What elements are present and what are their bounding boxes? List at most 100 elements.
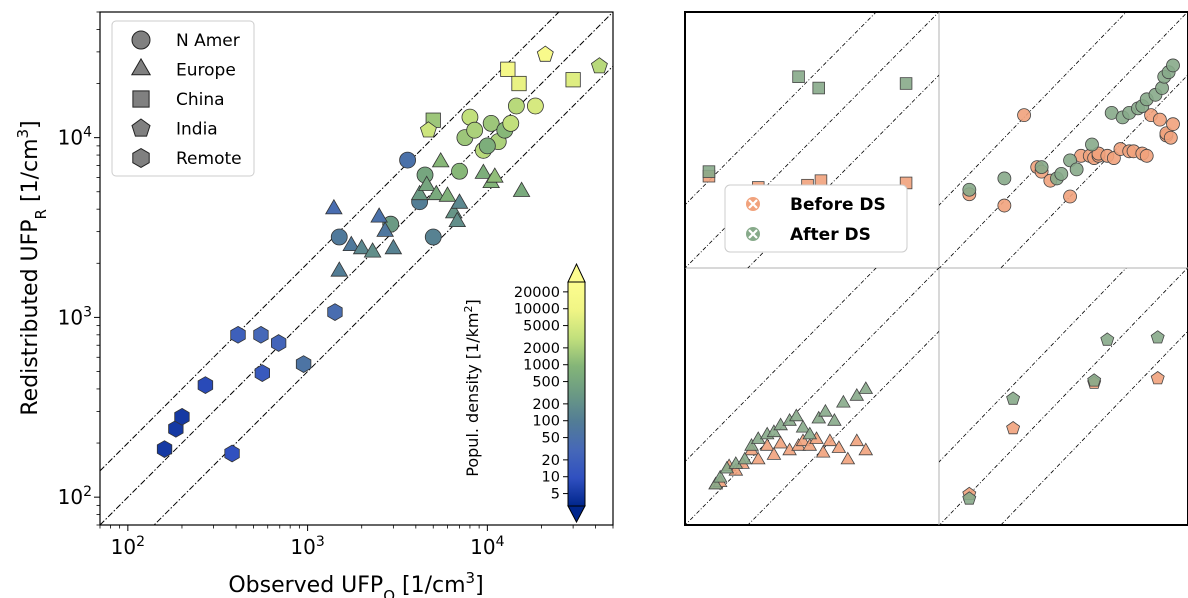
y-tick-label: 103 (58, 304, 92, 329)
after-ds-point (1150, 330, 1165, 344)
data-point-europe (384, 238, 403, 255)
subpanel-reference-line (939, 268, 1127, 463)
data-point-europe (448, 211, 467, 228)
subpanel-reference-line (685, 12, 939, 268)
subpanel-reference-line (1000, 330, 1188, 525)
ds-legend-box (724, 184, 908, 253)
data-point-europe (325, 198, 343, 215)
data-point-remote (230, 325, 246, 344)
before-ds-point (1166, 117, 1180, 132)
data-point-n-amer (502, 115, 520, 132)
subpanel-reference-line (939, 268, 1188, 525)
after-ds-point (811, 410, 827, 424)
after-ds-point (702, 165, 716, 178)
data-point-n-amer (424, 228, 442, 246)
data-point-europe (438, 186, 457, 202)
colorbar-tick-label: 200 (532, 397, 560, 413)
colorbar-extend-top (567, 262, 586, 283)
data-point-remote (174, 407, 190, 426)
data-point-n-amer (526, 97, 544, 115)
after-ds-point (792, 70, 805, 83)
before-ds-point (849, 433, 865, 447)
colorbar-tick-label: 1000 (523, 358, 560, 374)
after-ds-point (766, 424, 782, 438)
colorbar-tick-label: 500 (532, 375, 560, 391)
after-ds-point (962, 182, 977, 197)
colorbar-tick-label: 10 (542, 470, 560, 486)
after-ds-point (708, 476, 723, 490)
legend-marker-circle (131, 30, 151, 50)
after-ds-point (836, 394, 851, 408)
after-ds-point (744, 438, 759, 451)
legend-label: N Amer (176, 31, 240, 51)
after-ds-point (1054, 166, 1069, 181)
before-ds-point (1139, 148, 1154, 163)
after-ds-point (712, 469, 728, 483)
before-ds-point (1150, 371, 1165, 385)
before-ds-point (1152, 112, 1167, 127)
colorbar-tick-label: 5000 (523, 319, 560, 335)
data-point-n-amer (399, 151, 416, 169)
y-tick-label: 104 (58, 125, 92, 150)
after-ds-point (899, 77, 913, 90)
subpanel-india (939, 268, 1188, 525)
before-ds-point (840, 451, 856, 465)
after-ds-point (1087, 373, 1102, 387)
colorbar-tick-label: 5 (551, 487, 560, 503)
before-ds-point (1163, 130, 1178, 145)
data-point-india (419, 121, 437, 138)
after-ds-point (818, 403, 833, 417)
colorbar-gradient (567, 281, 586, 507)
x-tick-label: 104 (470, 534, 504, 559)
after-ds-point (802, 426, 818, 440)
colorbar-extend-bottom (567, 505, 586, 524)
before-ds-point (1063, 189, 1077, 204)
left-chart: 102 103 104 102 103 104 Observed UFPO [1/cm3]… (14, 11, 614, 598)
data-point-europe (474, 163, 493, 179)
legend-label: India (176, 120, 218, 140)
data-point-n-amer (466, 121, 484, 139)
ds-legend-label: Before DS (790, 195, 886, 215)
after-ds-point (997, 171, 1012, 186)
after-ds-point (827, 412, 842, 426)
axis-ticks: 102 103 104 102 103 104 (58, 11, 614, 559)
x-tick-label: 103 (290, 534, 324, 559)
data-point-europe (512, 181, 531, 197)
before-ds-point (759, 437, 775, 451)
reference-line-0 (100, 12, 560, 472)
data-point-n-amer (478, 137, 496, 155)
before-ds-point (822, 433, 838, 447)
reference-lines (100, 12, 613, 525)
colorbar-tick-label: 20000 (514, 285, 560, 301)
data-points (156, 45, 608, 463)
after-ds-point (1069, 162, 1084, 177)
after-ds-point (1006, 391, 1021, 405)
before-ds-point (766, 446, 782, 460)
after-ds-point (1166, 58, 1180, 73)
data-point-europe (410, 184, 429, 201)
data-point-europe (417, 175, 436, 191)
data-point-europe (352, 238, 371, 255)
colorbar-tick-label: 2000 (523, 341, 560, 357)
legend-marker-triangle (130, 57, 152, 76)
colorbar-tick-label: 20 (542, 453, 560, 469)
data-point-europe (330, 261, 349, 277)
legend-marker-pentagon (131, 118, 151, 137)
after-ds-point (1034, 160, 1049, 175)
y-tick-label: 102 (58, 484, 92, 509)
after-ds-point (858, 381, 874, 394)
subpanel-n-amer (939, 12, 1188, 268)
after-ds-point (737, 451, 753, 465)
data-point-china (511, 75, 527, 92)
before-ds-point (795, 433, 811, 447)
right-chart: Before DS After DS (684, 11, 1188, 526)
subpanel-reference-line (685, 12, 877, 206)
data-point-remote (270, 334, 287, 352)
y-axis-label: Redistributed UFPR [1/cm3] (14, 120, 50, 415)
data-point-europe (363, 242, 382, 258)
data-point-europe (485, 167, 504, 183)
before-ds-point (1006, 421, 1021, 435)
after-ds-point (1085, 137, 1099, 152)
before-ds-point (858, 442, 874, 456)
